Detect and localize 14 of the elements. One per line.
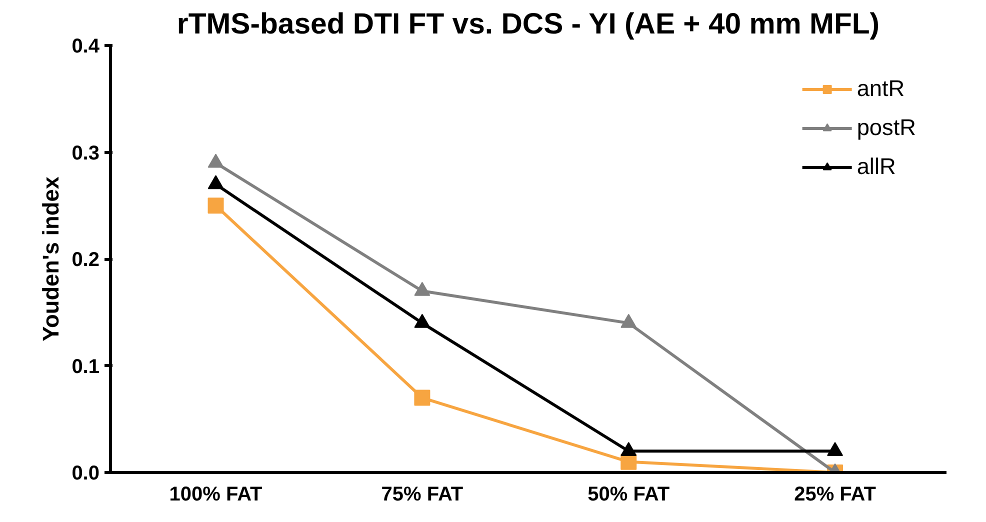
x-tick-label: 100% FAT <box>169 484 262 506</box>
chart-title: rTMS-based DTI FT vs. DCS - YI (AE + 40 mm MFL) <box>176 8 880 40</box>
y-tick-label: 0.2 <box>72 249 100 271</box>
y-tick-label: 0.4 <box>72 36 100 58</box>
legend-label: antR <box>856 75 905 102</box>
y-tick-label: 0.1 <box>72 356 100 378</box>
legend-label: postR <box>856 114 916 141</box>
y-tick-label: 0.0 <box>72 462 100 484</box>
x-tick-label: 25% FAT <box>794 484 876 506</box>
y-tick-label: 0.3 <box>72 142 100 164</box>
y-axis-title: Youden's index <box>38 176 64 342</box>
x-tick-label: 50% FAT <box>588 484 670 506</box>
legend-label: allR <box>856 153 896 180</box>
x-tick-label: 75% FAT <box>381 484 464 506</box>
